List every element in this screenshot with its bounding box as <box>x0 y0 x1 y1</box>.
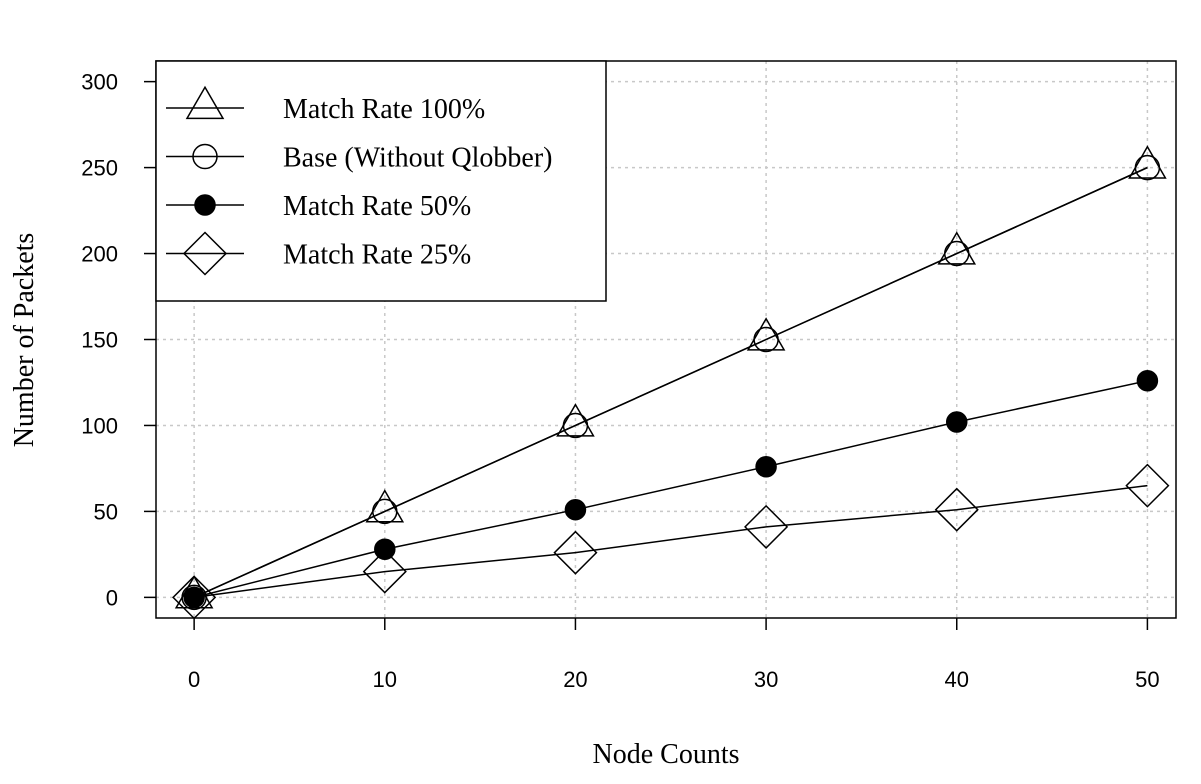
x-tick-label: 50 <box>1135 667 1159 692</box>
data-point-series-2 <box>183 586 205 609</box>
y-tick-label: 50 <box>94 499 118 524</box>
data-point-series-2 <box>564 498 587 521</box>
data-point-series-0 <box>556 403 595 437</box>
data-point-series-3 <box>1125 463 1170 508</box>
x-tick-label: 0 <box>188 667 200 692</box>
y-tick-label: 200 <box>81 242 118 267</box>
series-markers <box>172 145 1170 620</box>
data-point-series-2 <box>1136 370 1159 392</box>
data-point-series-0 <box>746 317 786 351</box>
x-tick-label: 40 <box>945 667 969 692</box>
y-tick-label: 0 <box>106 585 118 610</box>
data-point-series-2 <box>755 455 777 478</box>
legend-marker <box>185 85 225 120</box>
legend-label: Base (Without Qlobber) <box>283 143 552 174</box>
grid <box>156 61 1176 618</box>
legend-label: Match Rate 25% <box>283 240 471 271</box>
data-point-series-1 <box>181 584 207 611</box>
data-point-series-3 <box>934 487 979 532</box>
legend-marker <box>194 194 216 216</box>
legend-marker <box>192 143 218 170</box>
legend-label: Match Rate 50% <box>283 191 471 222</box>
y-tick-label: 100 <box>81 413 118 438</box>
series-line-3 <box>194 484 1148 599</box>
data-point-series-2 <box>374 538 396 560</box>
data-point-series-1 <box>372 498 398 525</box>
y-tick-label: 250 <box>81 156 118 181</box>
y-tick-label: 150 <box>81 328 118 353</box>
data-point-series-3 <box>553 530 598 575</box>
x-tick-label: 10 <box>373 667 397 692</box>
data-point-series-1 <box>753 326 779 353</box>
y-axis-title: Number of Packets <box>9 233 40 448</box>
data-point-series-0 <box>937 231 977 265</box>
legend-label: Match Rate 100% <box>283 94 485 125</box>
x-axis: 0 10 20 30 40 50 <box>188 618 1160 692</box>
series-line-1 <box>193 166 1148 599</box>
data-point-series-1 <box>562 412 589 439</box>
series-line-2 <box>193 380 1148 599</box>
data-point-series-0 <box>1128 145 1167 179</box>
legend-marker <box>182 231 228 276</box>
y-axis: 0 50 100 150 200 250 300 <box>81 70 156 610</box>
data-point-series-3 <box>744 504 789 549</box>
legend-box <box>155 60 607 302</box>
y-tick-label: 300 <box>81 70 118 95</box>
data-point-series-2 <box>945 411 968 433</box>
x-axis-title: Node Counts <box>593 739 740 770</box>
x-tick-label: 20 <box>563 667 587 692</box>
data-point-series-0 <box>365 489 405 523</box>
x-tick-label: 30 <box>754 667 778 692</box>
series-lines <box>193 166 1148 599</box>
data-point-series-3 <box>362 549 407 594</box>
legend: Match Rate 100% Base (Without Qlobber) Mat… <box>155 60 607 302</box>
data-point-series-1 <box>943 240 970 267</box>
data-point-series-1 <box>1134 154 1161 181</box>
